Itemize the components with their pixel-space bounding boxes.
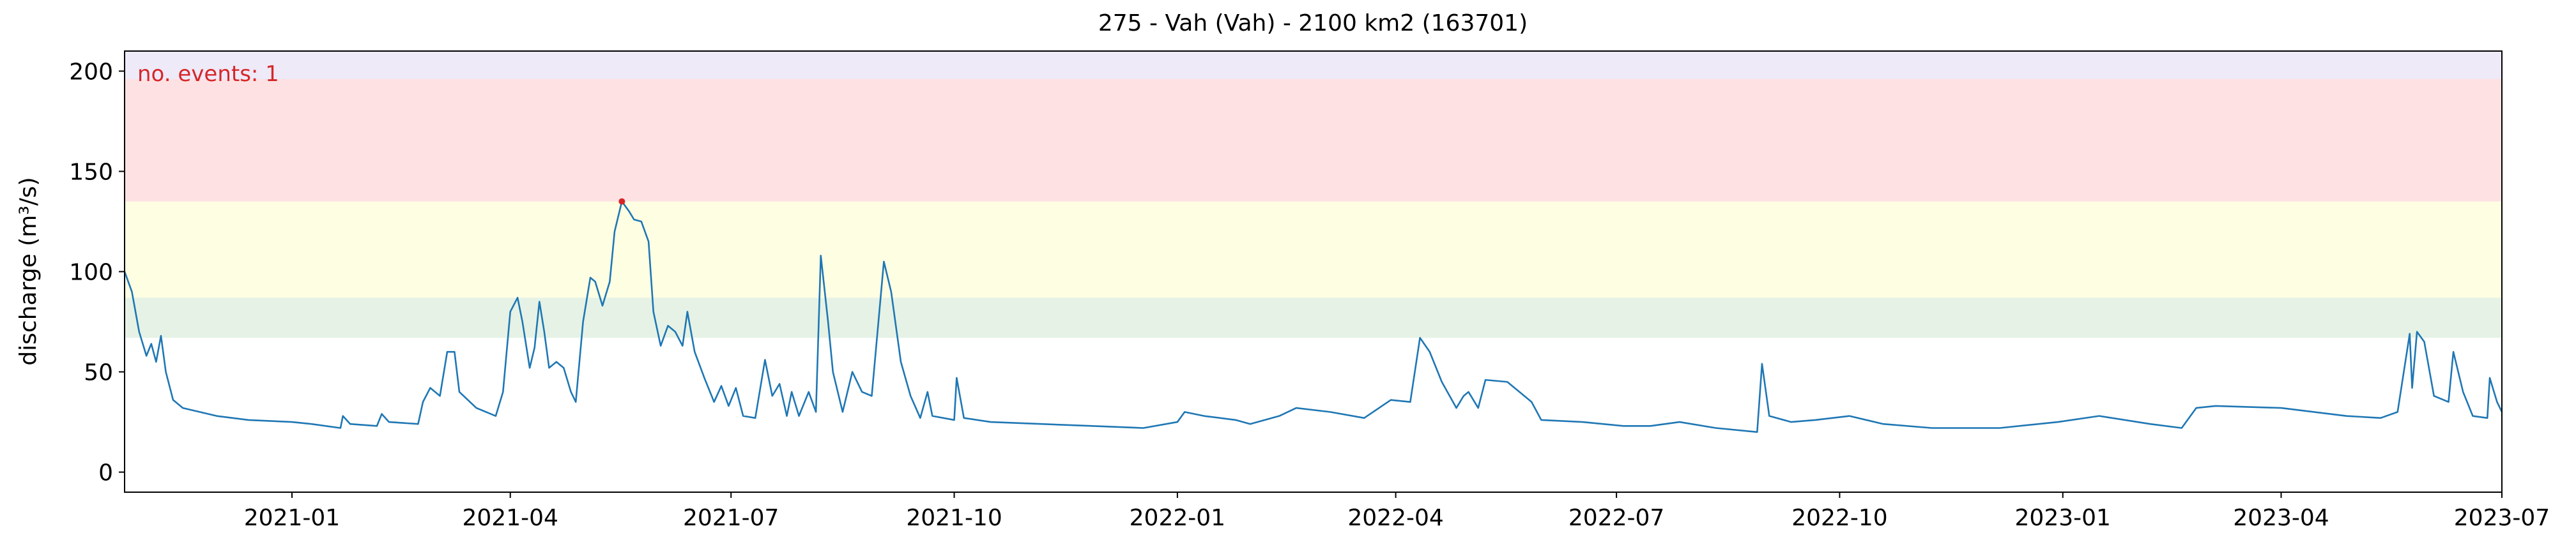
x-tick-label: 2021-10 xyxy=(906,505,1002,531)
x-tick-label: 2022-01 xyxy=(1130,505,1225,531)
y-tick-label: 150 xyxy=(69,159,113,185)
x-tick-label: 2022-10 xyxy=(1791,505,1887,531)
y-tick-label: 0 xyxy=(98,460,113,486)
x-tick-label: 2022-04 xyxy=(1347,505,1443,531)
threshold-band xyxy=(125,297,2502,338)
x-tick-label: 2021-01 xyxy=(244,505,340,531)
x-tick-label: 2023-07 xyxy=(2454,505,2550,531)
y-axis-label: discharge (m³/s) xyxy=(15,177,42,365)
threshold-band xyxy=(125,201,2502,298)
event-marker xyxy=(618,198,625,205)
x-tick-label: 2021-04 xyxy=(463,505,558,531)
chart-title: 275 - Vah (Vah) - 2100 km2 (163701) xyxy=(1098,10,1528,36)
x-tick-label: 2021-07 xyxy=(683,505,779,531)
y-tick-label: 50 xyxy=(84,360,113,386)
threshold-band xyxy=(125,79,2502,202)
x-tick-label: 2023-04 xyxy=(2233,505,2329,531)
x-tick-label: 2022-07 xyxy=(1568,505,1664,531)
series-line xyxy=(123,200,2503,433)
y-tick-label: 100 xyxy=(69,260,113,286)
plot-frame xyxy=(124,50,2503,493)
y-tick-label: 200 xyxy=(69,59,113,85)
x-tick-label: 2023-01 xyxy=(2015,505,2111,531)
threshold-band xyxy=(125,51,2502,79)
event-count: no. events: 1 xyxy=(137,61,279,87)
